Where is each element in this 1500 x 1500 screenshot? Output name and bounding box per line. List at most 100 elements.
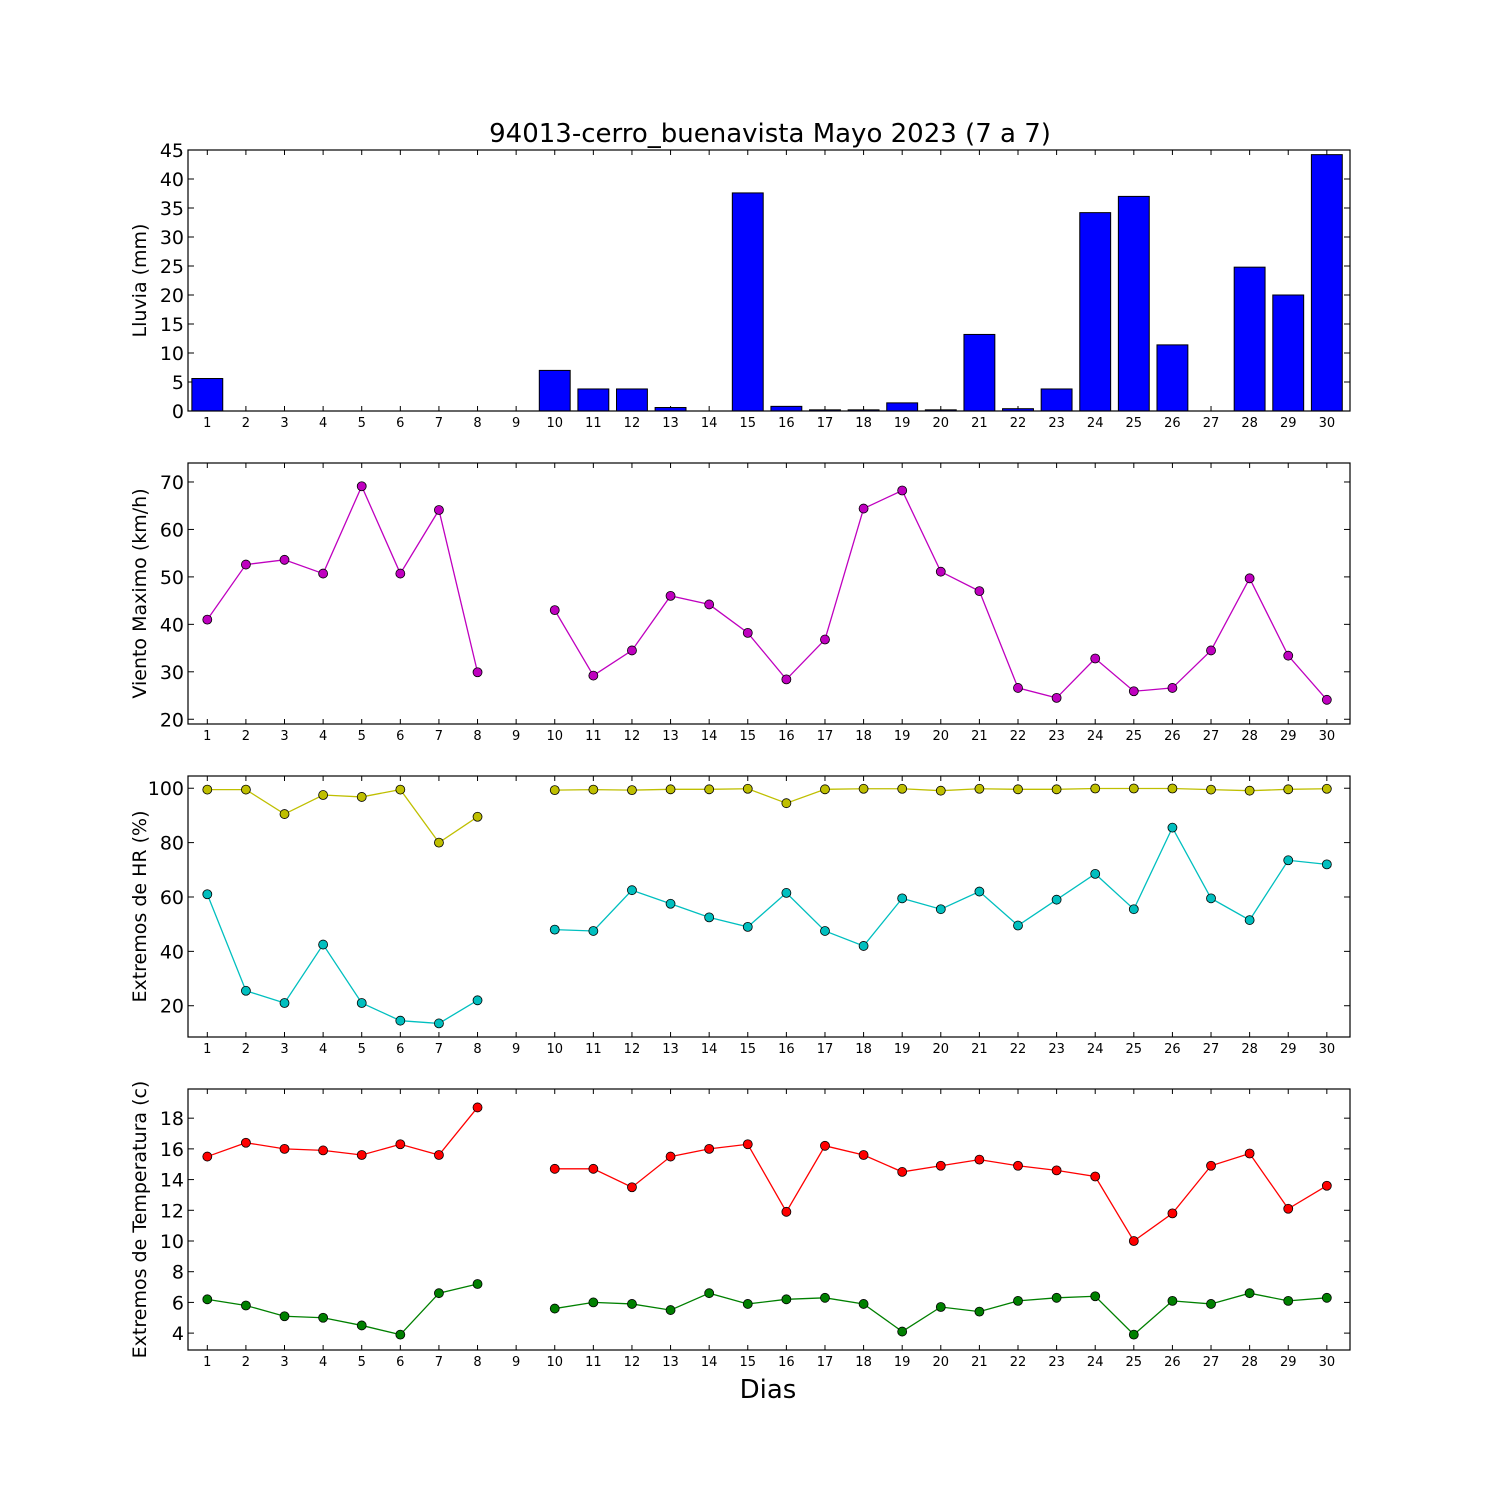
data-point (549, 1163, 560, 1174)
bar (1156, 344, 1189, 412)
x-tick-label: 29 (1280, 1042, 1297, 1057)
x-tick-label: 7 (435, 1042, 443, 1057)
x-tick-label: 19 (894, 1355, 911, 1370)
x-tick-label: 17 (817, 729, 834, 744)
data-point (935, 566, 946, 577)
x-tick-label: 25 (1126, 416, 1143, 431)
x-tick-label: 5 (358, 729, 366, 744)
x-tick-label: 24 (1087, 729, 1104, 744)
data-point (627, 1182, 637, 1193)
data-point (1321, 1292, 1332, 1303)
data-point (356, 481, 367, 492)
y-tick-label: 100 (148, 778, 184, 800)
bar (1040, 388, 1073, 412)
data-point (434, 1018, 444, 1029)
data-point (434, 1288, 444, 1299)
x-tick-label: 7 (435, 1355, 443, 1370)
data-point (241, 985, 251, 996)
x-tick-label: 30 (1319, 1355, 1336, 1370)
data-point (704, 599, 715, 610)
y-tick-label: 12 (160, 1200, 184, 1222)
x-tick-label: 10 (546, 729, 563, 744)
x-tick-label: 27 (1203, 1042, 1220, 1057)
x-tick-label: 4 (319, 1042, 327, 1057)
data-point (1013, 784, 1023, 795)
data-point (1167, 783, 1178, 794)
data-point (202, 889, 213, 900)
y-tick-label: 70 (160, 472, 184, 494)
bar (770, 405, 803, 412)
data-point (820, 1292, 830, 1303)
data-point (202, 1151, 213, 1162)
x-tick-label: 15 (739, 416, 756, 431)
data-point (704, 912, 715, 923)
data-point (472, 995, 483, 1006)
data-point (935, 904, 946, 915)
data-point (1321, 1180, 1332, 1191)
series-1 (202, 783, 1332, 848)
x-tick-label: 27 (1203, 729, 1220, 744)
data-point (627, 885, 637, 896)
data-point (1090, 1291, 1101, 1302)
x-tick-label: 3 (280, 416, 288, 431)
x-tick-label: 20 (933, 1042, 950, 1057)
data-point (935, 785, 946, 796)
data-point (974, 886, 985, 897)
y-tick-label: 18 (160, 1108, 184, 1130)
x-tick-label: 14 (701, 416, 718, 431)
y-tick-label: 30 (160, 227, 184, 249)
x-tick-label: 9 (512, 1042, 520, 1057)
data-point (1167, 1208, 1178, 1219)
data-point (974, 586, 985, 597)
data-point (665, 1305, 676, 1315)
x-tick-label: 21 (971, 1042, 988, 1057)
x-tick-label: 28 (1241, 416, 1258, 431)
bar (1272, 294, 1305, 412)
data-point (704, 1288, 715, 1299)
x-tick-label: 7 (435, 416, 443, 431)
x-tick-label: 30 (1319, 1042, 1336, 1057)
data-point (1244, 1148, 1255, 1159)
data-point (665, 1151, 676, 1162)
x-tick-label: 6 (396, 1042, 404, 1057)
data-point (1283, 650, 1294, 661)
data-point (1128, 904, 1139, 915)
data-point (1244, 785, 1255, 796)
data-point (318, 1312, 329, 1323)
x-tick-label: 12 (624, 1042, 641, 1057)
y-tick-label: 50 (160, 567, 184, 589)
x-tick-label: 1 (203, 1355, 211, 1370)
x-tick-label: 19 (894, 729, 911, 744)
data-point (1206, 1299, 1216, 1309)
x-tick-label: 8 (473, 1042, 481, 1057)
x-tick-label: 3 (280, 729, 288, 744)
x-tick-label: 27 (1203, 416, 1220, 431)
x-tick-label: 15 (739, 1042, 756, 1057)
y-tick-label: 40 (160, 614, 184, 636)
x-tick-label: 24 (1087, 1042, 1104, 1057)
data-point (1090, 1171, 1101, 1182)
data-point (279, 1311, 290, 1322)
x-tick-label: 29 (1280, 729, 1297, 744)
series-line (207, 1107, 479, 1158)
data-point (434, 505, 444, 515)
data-point (820, 926, 830, 936)
data-point (1090, 783, 1101, 794)
x-tick-label: 22 (1010, 729, 1027, 744)
data-point (318, 939, 329, 950)
y-tick-label: 20 (160, 996, 184, 1018)
data-point (665, 784, 676, 795)
plot-frame (187, 149, 1351, 412)
x-tick-label: 24 (1087, 416, 1104, 431)
y-tick-label: 10 (160, 343, 184, 365)
data-point (279, 554, 290, 565)
data-point (241, 559, 251, 570)
y-axis-label: Viento Maximo (km/h) (129, 488, 151, 698)
data-point (395, 568, 406, 579)
data-point (897, 783, 908, 794)
x-tick-label: 19 (894, 416, 911, 431)
